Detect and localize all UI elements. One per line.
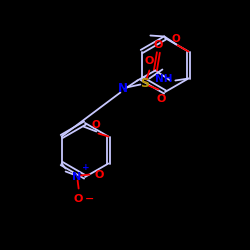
Text: N: N [72, 172, 81, 181]
Text: S: S [140, 77, 149, 90]
Text: N: N [118, 82, 128, 95]
Text: −: − [84, 194, 94, 203]
Text: O: O [74, 194, 83, 204]
Text: NH: NH [155, 74, 172, 85]
Text: O: O [171, 34, 180, 43]
Text: O: O [94, 170, 104, 179]
Text: +: + [82, 164, 89, 172]
Text: O: O [91, 120, 100, 130]
Text: O: O [157, 94, 166, 104]
Text: O: O [145, 56, 154, 66]
Text: O: O [154, 40, 163, 50]
